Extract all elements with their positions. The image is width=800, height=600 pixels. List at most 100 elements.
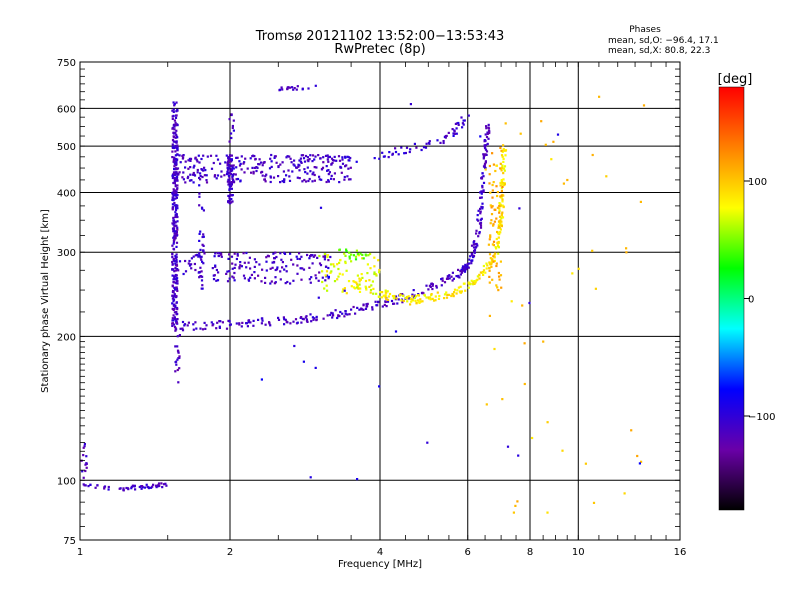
data-point	[122, 487, 125, 490]
data-point	[253, 258, 256, 261]
data-point	[288, 179, 292, 182]
data-point	[498, 207, 501, 210]
data-point	[366, 302, 369, 305]
data-point	[448, 293, 451, 296]
data-point	[501, 185, 504, 188]
data-point	[327, 179, 330, 182]
data-point	[285, 320, 288, 323]
data-point	[339, 310, 342, 314]
x-tick-label: 1	[77, 547, 83, 558]
data-point	[455, 127, 458, 130]
data-point	[562, 182, 565, 185]
data-point	[468, 262, 471, 265]
data-point	[373, 272, 376, 276]
data-point	[498, 278, 501, 281]
data-point	[371, 308, 374, 311]
data-point	[504, 149, 507, 152]
data-point	[362, 304, 365, 307]
data-point	[638, 462, 641, 465]
x-tick-label: 10	[572, 547, 585, 558]
data-point	[303, 168, 306, 171]
data-point	[298, 177, 301, 180]
data-point	[319, 157, 322, 160]
data-point	[496, 230, 499, 234]
data-point	[592, 501, 596, 504]
data-point	[306, 253, 309, 257]
data-point	[203, 166, 206, 169]
data-point	[478, 273, 481, 276]
data-point	[480, 177, 484, 180]
data-point	[233, 252, 236, 255]
data-point	[471, 254, 474, 257]
data-point	[478, 222, 482, 225]
data-point	[201, 275, 204, 278]
data-point	[155, 486, 158, 489]
data-point	[496, 194, 499, 198]
data-point	[173, 119, 176, 122]
data-point	[491, 205, 494, 208]
data-point	[173, 162, 176, 165]
data-point	[176, 207, 179, 210]
data-point	[171, 244, 174, 247]
data-point	[501, 211, 504, 214]
data-point	[481, 271, 484, 274]
data-point	[330, 270, 333, 273]
data-point	[251, 155, 254, 158]
data-point	[502, 205, 505, 208]
data-point	[200, 206, 204, 209]
data-point	[341, 312, 344, 315]
data-point	[176, 194, 179, 197]
data-point	[182, 171, 185, 174]
data-point	[247, 319, 251, 322]
data-point	[103, 487, 106, 490]
data-point	[498, 209, 501, 212]
data-point	[172, 257, 175, 260]
data-point	[249, 276, 252, 279]
data-point	[173, 128, 176, 131]
data-point	[492, 240, 496, 243]
data-point	[431, 297, 434, 300]
data-point	[289, 322, 292, 325]
data-point	[178, 367, 181, 370]
data-point	[289, 157, 292, 160]
data-point	[202, 154, 205, 157]
data-point	[286, 280, 289, 284]
data-point	[484, 139, 487, 142]
data-point	[171, 285, 174, 288]
data-point	[374, 300, 377, 303]
data-point	[175, 141, 178, 144]
data-point	[143, 486, 146, 489]
data-point	[498, 211, 501, 214]
data-point	[176, 144, 179, 147]
data-point	[175, 161, 178, 164]
data-point	[231, 200, 234, 203]
data-point	[331, 312, 334, 315]
data-point	[288, 175, 291, 178]
data-point	[485, 153, 488, 156]
data-point	[172, 101, 175, 104]
data-point	[443, 293, 447, 296]
data-point	[176, 158, 179, 161]
data-point	[176, 308, 179, 311]
data-point	[636, 454, 639, 458]
data-point	[234, 173, 237, 176]
data-point	[347, 167, 350, 170]
data-point	[484, 271, 487, 274]
data-point	[484, 148, 488, 151]
data-point	[481, 207, 484, 210]
data-point	[464, 263, 467, 266]
data-point	[171, 263, 174, 266]
data-point	[240, 168, 243, 171]
data-point	[198, 271, 201, 274]
data-point	[482, 269, 486, 272]
data-point	[172, 131, 175, 134]
data-point	[299, 160, 302, 163]
data-point	[339, 258, 342, 262]
data-point	[227, 156, 231, 159]
data-point	[172, 108, 175, 111]
data-point	[327, 180, 330, 183]
data-point	[84, 469, 87, 473]
y-tick-label: 500	[57, 142, 76, 153]
data-point	[434, 299, 437, 302]
data-point	[172, 230, 175, 233]
